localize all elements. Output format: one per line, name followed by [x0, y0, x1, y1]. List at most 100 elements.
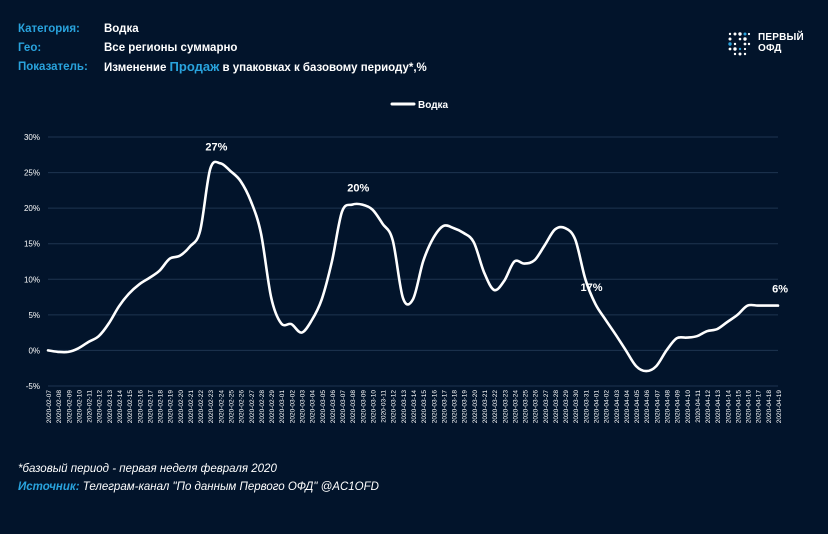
x-tick-label: 2020-02-11: [87, 390, 94, 423]
x-tick-label: 2020-03-16: [431, 390, 438, 424]
y-tick-label: 5%: [28, 311, 40, 320]
x-tick-label: 2020-03-26: [533, 390, 540, 424]
x-tick-label: 2020-04-04: [624, 390, 631, 424]
x-tick-label: 2020-02-29: [269, 390, 276, 424]
x-tick-label: 2020-03-08: [350, 390, 357, 424]
x-tick-label: 2020-02-21: [188, 390, 195, 424]
x-tick-label: 2020-04-19: [776, 390, 783, 424]
x-tick-label: 2020-04-07: [654, 390, 661, 424]
x-tick-label: 2020-02-22: [198, 390, 205, 424]
x-tick-label: 2020-04-11: [695, 390, 702, 423]
category-value: Водка: [104, 22, 139, 35]
x-tick-label: 2020-03-07: [340, 390, 347, 424]
y-tick-label: 30%: [24, 133, 40, 142]
x-tick-label: 2020-03-06: [330, 390, 337, 424]
x-tick-label: 2020-04-12: [705, 390, 712, 424]
x-tick-label: 2020-03-10: [370, 390, 377, 424]
metric-value: Изменение Продаж в упаковках к базовому …: [104, 59, 427, 74]
geo-value: Все регионы суммарно: [104, 41, 238, 54]
y-axis: -5% 0% 5% 10% 15% 20% 25% 30%: [24, 133, 40, 391]
category-label: Категория:: [18, 22, 80, 35]
data-label: 17%: [580, 282, 602, 294]
x-tick-label: 2020-03-04: [310, 390, 317, 424]
x-tick-label: 2020-02-23: [208, 390, 215, 424]
meta-row-metric: Показатель: Изменение Продаж в упаковках…: [18, 57, 427, 76]
metric-prefix: Изменение: [104, 62, 170, 74]
x-tick-label: 2020-03-28: [553, 390, 560, 424]
x-tick-label: 2020-03-18: [452, 390, 459, 424]
source-label: Источник:: [18, 481, 80, 493]
x-tick-label: 2020-04-05: [634, 390, 641, 424]
x-tick-label: 2020-03-01: [279, 390, 286, 424]
x-tick-label: 2020-02-25: [229, 390, 236, 424]
x-tick-label: 2020-03-09: [360, 390, 367, 424]
meta-row-geo: Гео: Все регионы суммарно: [18, 38, 427, 57]
legend-label: Водка: [418, 100, 449, 111]
metric-accent: Продаж: [169, 59, 220, 74]
x-tick-label: 2020-02-07: [46, 390, 53, 424]
x-tick-label: 2020-03-25: [523, 390, 530, 424]
x-tick-label: 2020-02-15: [127, 390, 134, 424]
x-tick-label: 2020-04-10: [685, 390, 692, 424]
x-tick-label: 2020-03-29: [563, 390, 570, 424]
x-tick-label: 2020-04-03: [614, 390, 621, 424]
x-tick-label: 2020-03-27: [543, 390, 550, 424]
x-tick-label: 2020-02-08: [56, 390, 63, 424]
x-tick-label: 2020-03-20: [472, 390, 479, 424]
meta-row-category: Категория: Водка: [18, 19, 427, 38]
x-tick-label: 2020-03-23: [502, 390, 509, 424]
x-tick-label: 2020-04-08: [664, 390, 671, 424]
header-meta: Категория: Водка Гео: Все регионы суммар…: [18, 19, 427, 76]
footnote: *базовый период - первая неделя февраля …: [18, 463, 277, 475]
x-tick-label: 2020-03-11: [381, 390, 388, 423]
x-tick-label: 2020-03-30: [573, 390, 580, 424]
data-labels: 27% 20% 17% 6%: [205, 141, 788, 295]
x-tick-label: 2020-02-17: [147, 390, 154, 424]
x-tick-label: 2020-04-14: [725, 390, 732, 424]
logo-text: ПЕРВЫЙ ОФД: [758, 32, 804, 54]
x-tick-label: 2020-02-09: [66, 390, 73, 424]
y-tick-label: -5%: [26, 382, 40, 391]
x-tick-label: 2020-03-12: [391, 390, 398, 424]
x-tick-label: 2020-03-21: [482, 390, 489, 424]
x-tick-label: 2020-02-10: [76, 390, 83, 424]
data-label: 6%: [772, 284, 788, 296]
x-tick-label: 2020-04-17: [756, 390, 763, 424]
series-layer: [46, 160, 780, 373]
x-tick-label: 2020-02-28: [259, 390, 266, 424]
x-tick-label: 2020-02-20: [178, 390, 185, 424]
x-tick-label: 2020-04-13: [715, 390, 722, 424]
x-tick-label: 2020-02-19: [168, 390, 175, 424]
x-tick-label: 2020-03-13: [401, 390, 408, 424]
legend: Водка: [390, 100, 449, 111]
x-tick-label: 2020-03-14: [411, 390, 418, 424]
x-tick-label: 2020-03-05: [320, 390, 327, 424]
x-tick-label: 2020-03-03: [299, 390, 306, 424]
brand-logo: ПЕРВЫЙ ОФД: [726, 30, 804, 56]
metric-label: Показатель:: [18, 60, 88, 73]
x-tick-label: 2020-02-14: [117, 390, 124, 424]
y-tick-label: 20%: [24, 204, 40, 213]
series-line-vodka: [46, 160, 780, 373]
data-label: 27%: [205, 141, 227, 153]
x-tick-label: 2020-03-24: [512, 390, 519, 424]
x-tick-label: 2020-03-17: [441, 390, 448, 424]
x-tick-label: 2020-02-18: [158, 390, 165, 424]
x-tick-label: 2020-04-15: [735, 390, 742, 424]
x-tick-label: 2020-02-13: [107, 390, 114, 424]
x-tick-label: 2020-04-01: [594, 390, 601, 424]
x-tick-label: 2020-02-12: [97, 390, 104, 424]
x-tick-label: 2020-03-22: [492, 390, 499, 424]
logo-line2: ОФД: [758, 43, 782, 54]
source-text: Телеграм-канал "По данным Первого ОФД" @…: [79, 481, 379, 493]
x-tick-label: 2020-04-18: [766, 390, 773, 424]
x-tick-label: 2020-03-19: [462, 390, 469, 424]
logo-line1: ПЕРВЫЙ: [758, 32, 804, 43]
x-tick-label: 2020-02-16: [137, 390, 144, 424]
x-tick-label: 2020-04-06: [644, 390, 651, 424]
x-tick-label: 2020-04-02: [604, 390, 611, 424]
source-line: Источник: Телеграм-канал "По данным Перв…: [18, 481, 379, 493]
y-tick-label: 15%: [24, 240, 40, 249]
data-label: 20%: [347, 183, 369, 195]
